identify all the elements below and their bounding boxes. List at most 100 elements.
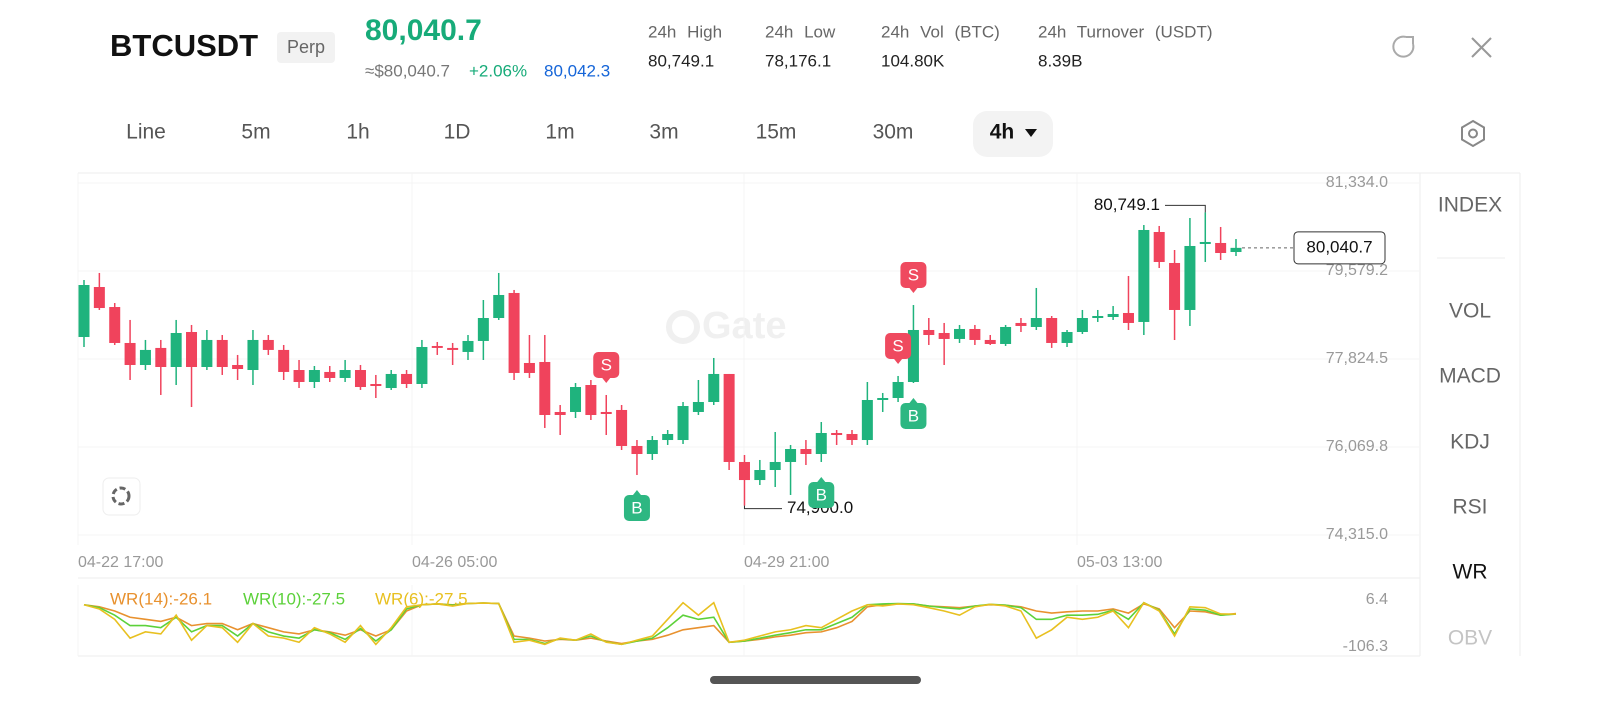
legend-entry: WR(6):-27.5 <box>375 589 468 608</box>
signal-label: S <box>601 355 612 374</box>
candle-body <box>570 387 582 412</box>
indicator-tab[interactable]: MACD <box>1439 365 1501 388</box>
candle-body <box>969 328 981 340</box>
candle-body <box>278 349 290 372</box>
y-tick-label: 76,069.8 <box>1326 438 1388 455</box>
signal-pointer <box>632 490 641 496</box>
timeframe-tab[interactable]: 1h <box>346 121 369 144</box>
timeframe-tab[interactable]: 1D <box>444 121 471 144</box>
candle-body <box>646 440 658 455</box>
candle-body <box>861 399 873 441</box>
signal-badge <box>808 481 835 508</box>
candle-body <box>1215 242 1227 254</box>
x-tick-label: 04-22 17:00 <box>78 554 164 571</box>
contract-type: Perp <box>287 37 325 57</box>
indicator-tab[interactable]: OBV <box>1448 627 1492 650</box>
timeframe-tab[interactable]: 5m <box>241 121 270 144</box>
signal-pointer <box>909 397 918 403</box>
signal-badge <box>900 262 927 289</box>
stat-label: 24h Turnover (USDT) <box>1038 22 1213 41</box>
timeframe-tab[interactable]: 3m <box>649 121 678 144</box>
indicator-tab[interactable]: INDEX <box>1438 194 1502 217</box>
signal-badge <box>900 402 927 429</box>
timeframe-tab[interactable]: 1m <box>545 121 574 144</box>
timeframe-tab[interactable]: 30m <box>873 121 914 144</box>
candle-body <box>877 397 889 400</box>
candle-body <box>1230 247 1242 253</box>
timeframe-tab[interactable]: 15m <box>756 121 797 144</box>
refresh-icon[interactable] <box>1392 35 1415 58</box>
candle-body <box>539 361 551 415</box>
candle-body <box>907 329 919 382</box>
indicator-tab[interactable]: RSI <box>1452 496 1487 519</box>
candle-body <box>554 411 566 415</box>
stat-label: 24h Low <box>765 22 836 41</box>
home-indicator <box>710 676 921 684</box>
legend-entry: WR(10):-27.5 <box>243 589 345 608</box>
candle-body <box>477 318 489 341</box>
candle-body <box>401 373 413 384</box>
candle-body <box>754 470 766 481</box>
candle-body <box>1199 241 1211 244</box>
candle-body <box>523 362 535 373</box>
candle-body <box>1061 331 1073 343</box>
stat-value: 104.80K <box>881 51 945 70</box>
candle-body <box>508 292 520 373</box>
candle-body <box>462 340 474 352</box>
reset-view-button[interactable] <box>102 477 141 516</box>
legend-entry: WR(14):-26.1 <box>110 589 212 608</box>
candle-body <box>631 445 643 455</box>
close-icon[interactable] <box>1471 37 1492 58</box>
indicator-tab[interactable]: WR <box>1453 561 1488 584</box>
candle-body <box>186 331 198 367</box>
signal-badge <box>623 495 650 522</box>
candle-body <box>354 370 366 388</box>
candle-body <box>600 411 612 414</box>
candle-body <box>431 345 443 348</box>
candle-body <box>1046 318 1058 343</box>
indicator-tab[interactable]: VOL <box>1449 300 1491 323</box>
signal-label: B <box>631 499 642 518</box>
candle-body <box>1092 315 1104 319</box>
stat-value: 8.39B <box>1038 51 1082 70</box>
candle-body <box>815 432 827 455</box>
candle-body <box>247 339 259 371</box>
candle-body <box>1030 318 1042 327</box>
candle-body <box>370 383 382 387</box>
candle-body <box>769 461 781 471</box>
settings-icon[interactable] <box>1461 119 1485 148</box>
signal-label: B <box>816 485 827 504</box>
candle-body <box>1153 231 1165 262</box>
candle-body <box>170 332 182 367</box>
watermark: Gate <box>666 305 786 347</box>
wr-line <box>83 601 1237 646</box>
candle-body <box>262 339 274 350</box>
symbol: BTCUSDT <box>110 28 258 63</box>
candle-body <box>1184 245 1196 310</box>
dropdown-arrow <box>1025 129 1037 137</box>
signal-label: S <box>892 336 903 355</box>
stat-value: 80,749.1 <box>648 51 714 70</box>
indicator-tab[interactable]: KDJ <box>1450 431 1490 454</box>
x-tick-label: 04-29 21:00 <box>744 554 830 571</box>
candle-body <box>1000 326 1012 344</box>
candle-body <box>109 307 121 343</box>
wr-line <box>83 602 1237 645</box>
high-label: 80,749.1 <box>1094 195 1160 214</box>
active-tab-bg <box>973 111 1053 157</box>
mark-price: 80,042.3 <box>544 61 610 80</box>
candle-body <box>585 385 597 415</box>
wr-tick-label: 6.4 <box>1366 591 1388 608</box>
timeframe-tab[interactable]: Line <box>126 121 166 144</box>
candle-body <box>984 339 996 344</box>
y-tick-label: 79,579.2 <box>1326 262 1388 279</box>
last-price-label: 80,040.7 <box>1306 237 1372 256</box>
timeframe-tab[interactable]: 4h <box>990 121 1015 144</box>
signal-label: B <box>908 406 919 425</box>
price-change: +2.06% <box>469 61 527 80</box>
candle-body <box>723 373 735 462</box>
candle-body <box>216 339 228 367</box>
candle-body <box>78 285 90 338</box>
candle-body <box>677 406 689 441</box>
